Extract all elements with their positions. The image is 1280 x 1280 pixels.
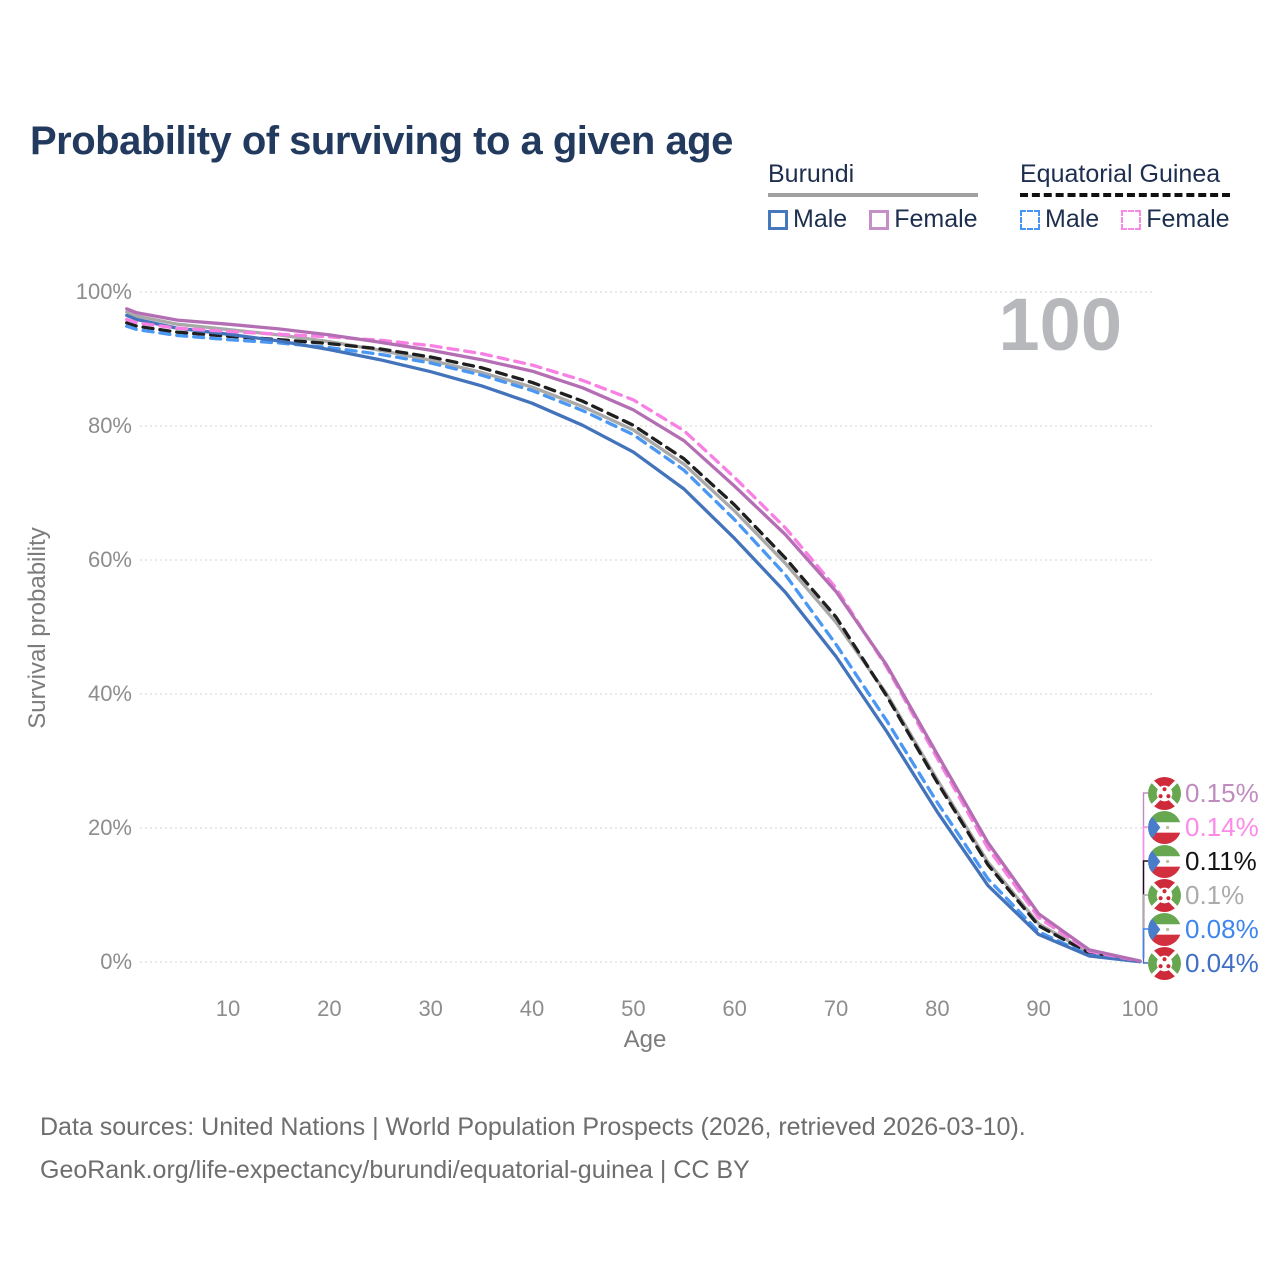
x-tick-label: 80 xyxy=(925,996,950,1021)
page-title: Probability of surviving to a given age xyxy=(30,118,733,163)
series-end-label-equatorial-guinea-male: 0.08% xyxy=(1148,912,1259,946)
x-tick-label: 10 xyxy=(215,996,241,1021)
end-label-connector xyxy=(1142,958,1148,964)
series-line-equatorial-guinea-female xyxy=(125,317,1142,963)
burundi-flag-icon xyxy=(1148,878,1181,912)
x-tick-label: 70 xyxy=(823,996,849,1021)
end-label-connector xyxy=(1142,928,1148,958)
age-counter-watermark: 100 xyxy=(998,283,1122,366)
legend-item-burundi-male[interactable]: Male xyxy=(768,205,847,234)
y-tick-label: 100% xyxy=(75,279,132,304)
x-axis-title: Age xyxy=(623,1026,667,1053)
series-line-burundi-female xyxy=(125,307,1142,963)
end-label-value: 0.15% xyxy=(1185,777,1259,808)
legend-item-equatorial-guinea-male[interactable]: Male xyxy=(1020,205,1099,234)
y-tick-label: 0% xyxy=(100,949,132,974)
series-end-label-burundi-female: 0.15% xyxy=(1148,776,1259,810)
legend-item-burundi-female[interactable]: Female xyxy=(869,205,978,234)
series-end-label-equatorial-guinea-all: 0.11% xyxy=(1148,844,1257,878)
equatorial-guinea-female-swatch-icon xyxy=(1121,209,1142,230)
y-axis-title: Survival probability xyxy=(24,527,51,729)
series-line-equatorial-guinea-male xyxy=(125,324,1142,964)
legend-group-equatorial-guinea: Equatorial Guinea Male Female xyxy=(1020,160,1230,234)
y-tick-label: 40% xyxy=(87,681,132,706)
x-tick-label: 60 xyxy=(722,996,747,1021)
x-tick-label: 50 xyxy=(621,996,646,1021)
series-line-burundi-male xyxy=(125,313,1142,964)
equatorial-guinea-flag-icon xyxy=(1148,912,1181,946)
end-label-value: 0.14% xyxy=(1185,811,1259,842)
legend-group-burundi: Burundi Male Female xyxy=(768,160,978,234)
series-end-label-burundi-all: 0.1% xyxy=(1148,878,1244,912)
footer-data-sources: Data sources: United Nations | World Pop… xyxy=(40,1113,1026,1141)
legend-burundi-line-sample xyxy=(768,193,978,197)
legend-group-equatorial-guinea-label: Equatorial Guinea xyxy=(1020,160,1221,188)
burundi-male-swatch-icon xyxy=(768,209,788,230)
legend-item-label: Male xyxy=(1045,205,1100,233)
burundi-flag-icon xyxy=(1148,946,1181,980)
end-label-value: 0.11% xyxy=(1185,845,1257,876)
equatorial-guinea-flag-icon xyxy=(1148,844,1181,878)
y-tick-label: 60% xyxy=(87,547,132,572)
y-tick-label: 20% xyxy=(87,815,132,840)
x-tick-label: 40 xyxy=(519,996,545,1021)
series-end-label-burundi-male: 0.04% xyxy=(1148,946,1259,980)
burundi-flag-icon xyxy=(1148,776,1181,810)
y-tick-label: 80% xyxy=(87,413,132,438)
end-label-value: 0.08% xyxy=(1185,913,1259,944)
legend-item-label: Female xyxy=(1146,205,1230,233)
legend-item-label: Male xyxy=(793,205,848,233)
series-line-equatorial-guinea-all xyxy=(125,321,1142,963)
x-tick-label: 90 xyxy=(1026,996,1051,1021)
footer-attribution: GeoRank.org/life-expectancy/burundi/equa… xyxy=(40,1155,750,1184)
x-tick-label: 20 xyxy=(317,996,342,1021)
x-tick-label: 100 xyxy=(1121,996,1159,1021)
legend-item-equatorial-guinea-female[interactable]: Female xyxy=(1121,205,1230,234)
equatorial-guinea-flag-icon xyxy=(1148,810,1181,844)
legend-group-burundi-label: Burundi xyxy=(768,160,855,188)
legend-item-label: Female xyxy=(894,205,978,233)
footer: Data sources: United Nations | World Pop… xyxy=(40,1106,1026,1191)
x-tick-label: 30 xyxy=(418,996,443,1021)
end-label-value: 0.04% xyxy=(1185,947,1259,978)
end-label-value: 0.1% xyxy=(1185,879,1245,910)
legend-equatorial-guinea-line-sample xyxy=(1020,193,1230,197)
equatorial-guinea-male-swatch-icon xyxy=(1020,209,1040,230)
series-end-label-equatorial-guinea-female: 0.14% xyxy=(1148,810,1259,844)
burundi-female-swatch-icon xyxy=(869,209,890,230)
